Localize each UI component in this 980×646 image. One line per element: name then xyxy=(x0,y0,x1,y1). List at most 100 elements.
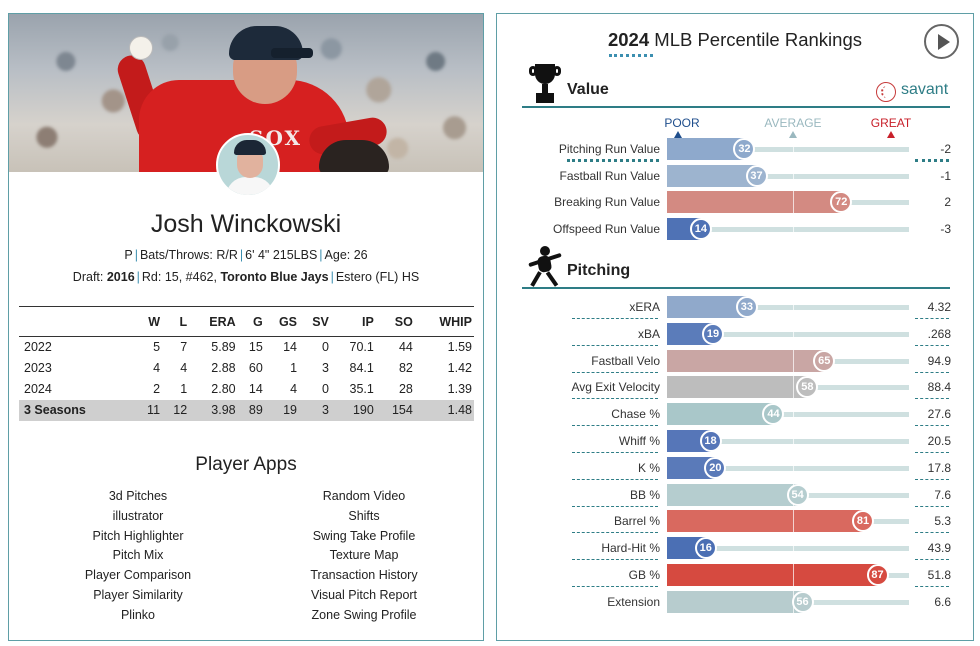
percentile-bubble: 81 xyxy=(852,510,875,533)
section-label: Pitching xyxy=(567,262,631,279)
row-separator xyxy=(572,371,658,373)
average-line xyxy=(793,296,794,318)
player-apps-right-column: Random Video Shifts Swing Take Profile Text… xyxy=(264,487,464,626)
metric-value: 4.32 xyxy=(927,300,951,314)
metric-value: -1 xyxy=(940,168,951,183)
percentile-row[interactable]: Chase % 44 27.6 xyxy=(497,403,973,427)
percentile-row[interactable]: Breaking Run Value 72 2 xyxy=(497,191,973,214)
percentile-track xyxy=(667,439,909,444)
player-app-link[interactable]: Plinko xyxy=(120,607,156,622)
metric-label: K % xyxy=(637,460,660,475)
percentile-row[interactable]: Barrel % 81 5.3 xyxy=(497,510,973,534)
metric-label: Breaking Run Value xyxy=(554,195,660,210)
stat-cell: 5 xyxy=(153,340,161,355)
percentile-row[interactable]: K % 20 17.8 xyxy=(497,456,973,480)
average-line xyxy=(793,218,794,241)
play-button[interactable] xyxy=(924,24,959,59)
season-row: 2024 2 1 2.80 14 4 0 35.1 28 1.39 xyxy=(19,379,474,400)
percentile-row[interactable]: Hard-Hit % 16 43.9 xyxy=(497,537,973,561)
percentile-row[interactable]: Fastball Velo 65 94.9 xyxy=(497,349,973,373)
player-app-link[interactable]: illustrator xyxy=(112,508,164,523)
metric-value: -3 xyxy=(940,222,951,237)
stat-cell: 7 xyxy=(180,340,188,355)
player-app-link[interactable]: Pitch Highlighter xyxy=(92,528,184,543)
percentile-bar xyxy=(667,456,716,479)
average-line xyxy=(793,138,794,160)
stat-cell: 1.39 xyxy=(447,382,472,396)
stat-cell: 35.1 xyxy=(349,382,374,396)
stat-cell: 154 xyxy=(375,399,415,421)
header-l: L xyxy=(162,306,190,337)
row-separator xyxy=(572,344,658,346)
percentile-row[interactable]: Avg Exit Velocity 58 88.4 xyxy=(497,376,973,400)
row-separator xyxy=(915,425,949,427)
player-bio-line1: P | Bats/Throws: R/R | 6' 4" 215LBS | Age: 26 xyxy=(124,248,368,262)
percentile-bubble: 32 xyxy=(733,138,756,160)
player-app-link[interactable]: Shifts xyxy=(348,508,380,523)
stat-cell: 15 xyxy=(248,340,263,355)
average-line xyxy=(793,322,794,345)
player-headshot xyxy=(216,133,280,197)
average-line xyxy=(793,456,794,479)
stat-cell: 12 xyxy=(162,399,190,421)
player-app-link[interactable]: Pitch Mix xyxy=(112,548,164,563)
metric-value: 88.4 xyxy=(927,380,951,395)
bats-throws: Bats/Throws: R/R xyxy=(139,248,238,262)
row-separator xyxy=(572,505,658,507)
percentile-track xyxy=(667,331,909,337)
stat-cell: 0 xyxy=(321,340,329,355)
row-separator xyxy=(915,452,949,453)
trophy-icon xyxy=(529,64,561,104)
row-separator xyxy=(915,344,949,346)
section-pitching: Pitching xyxy=(522,246,950,289)
player-app-link[interactable]: Zone Swing Profile xyxy=(311,607,417,622)
player-app-link[interactable]: Transaction History xyxy=(310,568,418,583)
player-app-link[interactable]: Visual Pitch Report xyxy=(310,587,418,602)
scale-great-label: GREAT xyxy=(870,116,912,130)
stat-cell: 84.1 xyxy=(349,361,374,375)
section-label: Value xyxy=(567,81,609,98)
section-value: Value xyxy=(522,64,950,108)
percentile-track xyxy=(667,227,909,233)
percentile-row[interactable]: BB % 54 7.6 xyxy=(497,483,973,507)
percentile-row[interactable]: xERA 33 4.32 xyxy=(497,296,973,319)
metric-value: .268 xyxy=(927,326,951,341)
percentile-bubble: 44 xyxy=(762,403,785,426)
metric-value: 17.8 xyxy=(927,460,951,475)
percentile-row[interactable]: Extension 56 6.6 xyxy=(497,590,973,613)
percentile-bar xyxy=(667,322,713,345)
percentile-row[interactable]: GB % 87 51.8 xyxy=(497,564,973,587)
scale-great-marker xyxy=(887,131,895,138)
stat-cell: 3 xyxy=(321,361,329,375)
percentile-row[interactable]: xBA 19 .268 xyxy=(497,322,973,346)
savant-brand: savant xyxy=(901,81,949,98)
percentile-rankings-card: 2024 MLB Percentile Rankings savant POOR… xyxy=(496,13,974,641)
percentile-row[interactable]: Fastball Run Value 37 -1 xyxy=(497,164,973,187)
glove-icon xyxy=(319,140,389,172)
player-app-link[interactable]: Player Similarity xyxy=(93,587,183,602)
player-app-link[interactable]: Player Comparison xyxy=(84,568,192,583)
stat-cell: 19 xyxy=(264,399,300,421)
percentile-row[interactable]: Whiff % 18 20.5 xyxy=(497,430,973,453)
percentile-bar xyxy=(667,483,798,506)
header-g: G xyxy=(237,306,265,337)
scale-poor-label: POOR xyxy=(664,116,700,130)
player-app-link[interactable]: Texture Map xyxy=(329,548,399,563)
player-app-link[interactable]: Random Video xyxy=(322,489,406,503)
title-underline xyxy=(609,54,653,57)
stat-cell: 3 xyxy=(299,399,331,421)
header-year xyxy=(19,306,137,337)
stat-cell: 44 xyxy=(398,340,413,355)
percentile-row[interactable]: Offspeed Run Value 14 -3 xyxy=(497,218,973,241)
percentile-row[interactable]: Pitching Run Value 32 -2 xyxy=(497,138,973,162)
rankings-title: 2024 MLB Percentile Rankings xyxy=(497,29,973,51)
draft-team: Toronto Blue Jays xyxy=(220,270,329,284)
header-sv: SV xyxy=(299,306,331,337)
metric-value: 6.6 xyxy=(934,594,951,609)
player-app-link[interactable]: 3d Pitches xyxy=(108,489,168,503)
player-apps-title: Player Apps xyxy=(195,454,297,475)
player-app-link[interactable]: Swing Take Profile xyxy=(312,528,416,543)
player-name: Josh Winckowski xyxy=(150,210,342,238)
percentile-bubble: 33 xyxy=(735,296,758,318)
header-so: SO xyxy=(375,306,415,337)
